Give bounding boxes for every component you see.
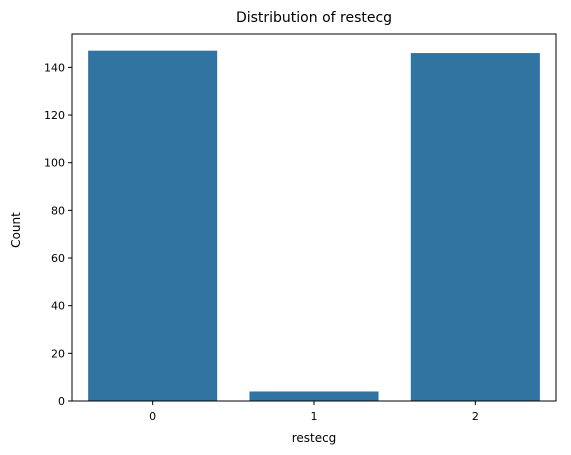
plot-frame: [71, 33, 557, 402]
y-tick-label: 100: [44, 157, 65, 170]
y-tick-label: 140: [44, 61, 65, 74]
bar-1: [249, 391, 379, 401]
y-tick-label: 20: [51, 347, 65, 360]
y-axis-ticks: 0 20 40 60 80 100 120 140: [44, 61, 72, 408]
bars-group: [88, 50, 540, 402]
x-axis-ticks: 0 1 2: [149, 401, 479, 423]
y-axis-label: Count: [9, 212, 23, 248]
x-tick-label: 0: [149, 410, 156, 423]
y-tick-label: 120: [44, 109, 65, 122]
bar-2: [410, 53, 540, 402]
x-tick-label: 2: [472, 410, 479, 423]
y-tick-label: 0: [58, 395, 65, 408]
y-tick-label: 80: [51, 204, 65, 217]
chart-title: Distribution of restecg: [236, 10, 392, 26]
x-axis-label: restecg: [292, 431, 337, 445]
x-tick-label: 1: [311, 410, 318, 423]
bar-0: [88, 50, 218, 402]
y-tick-label: 60: [51, 252, 65, 265]
y-tick-label: 40: [51, 300, 65, 313]
